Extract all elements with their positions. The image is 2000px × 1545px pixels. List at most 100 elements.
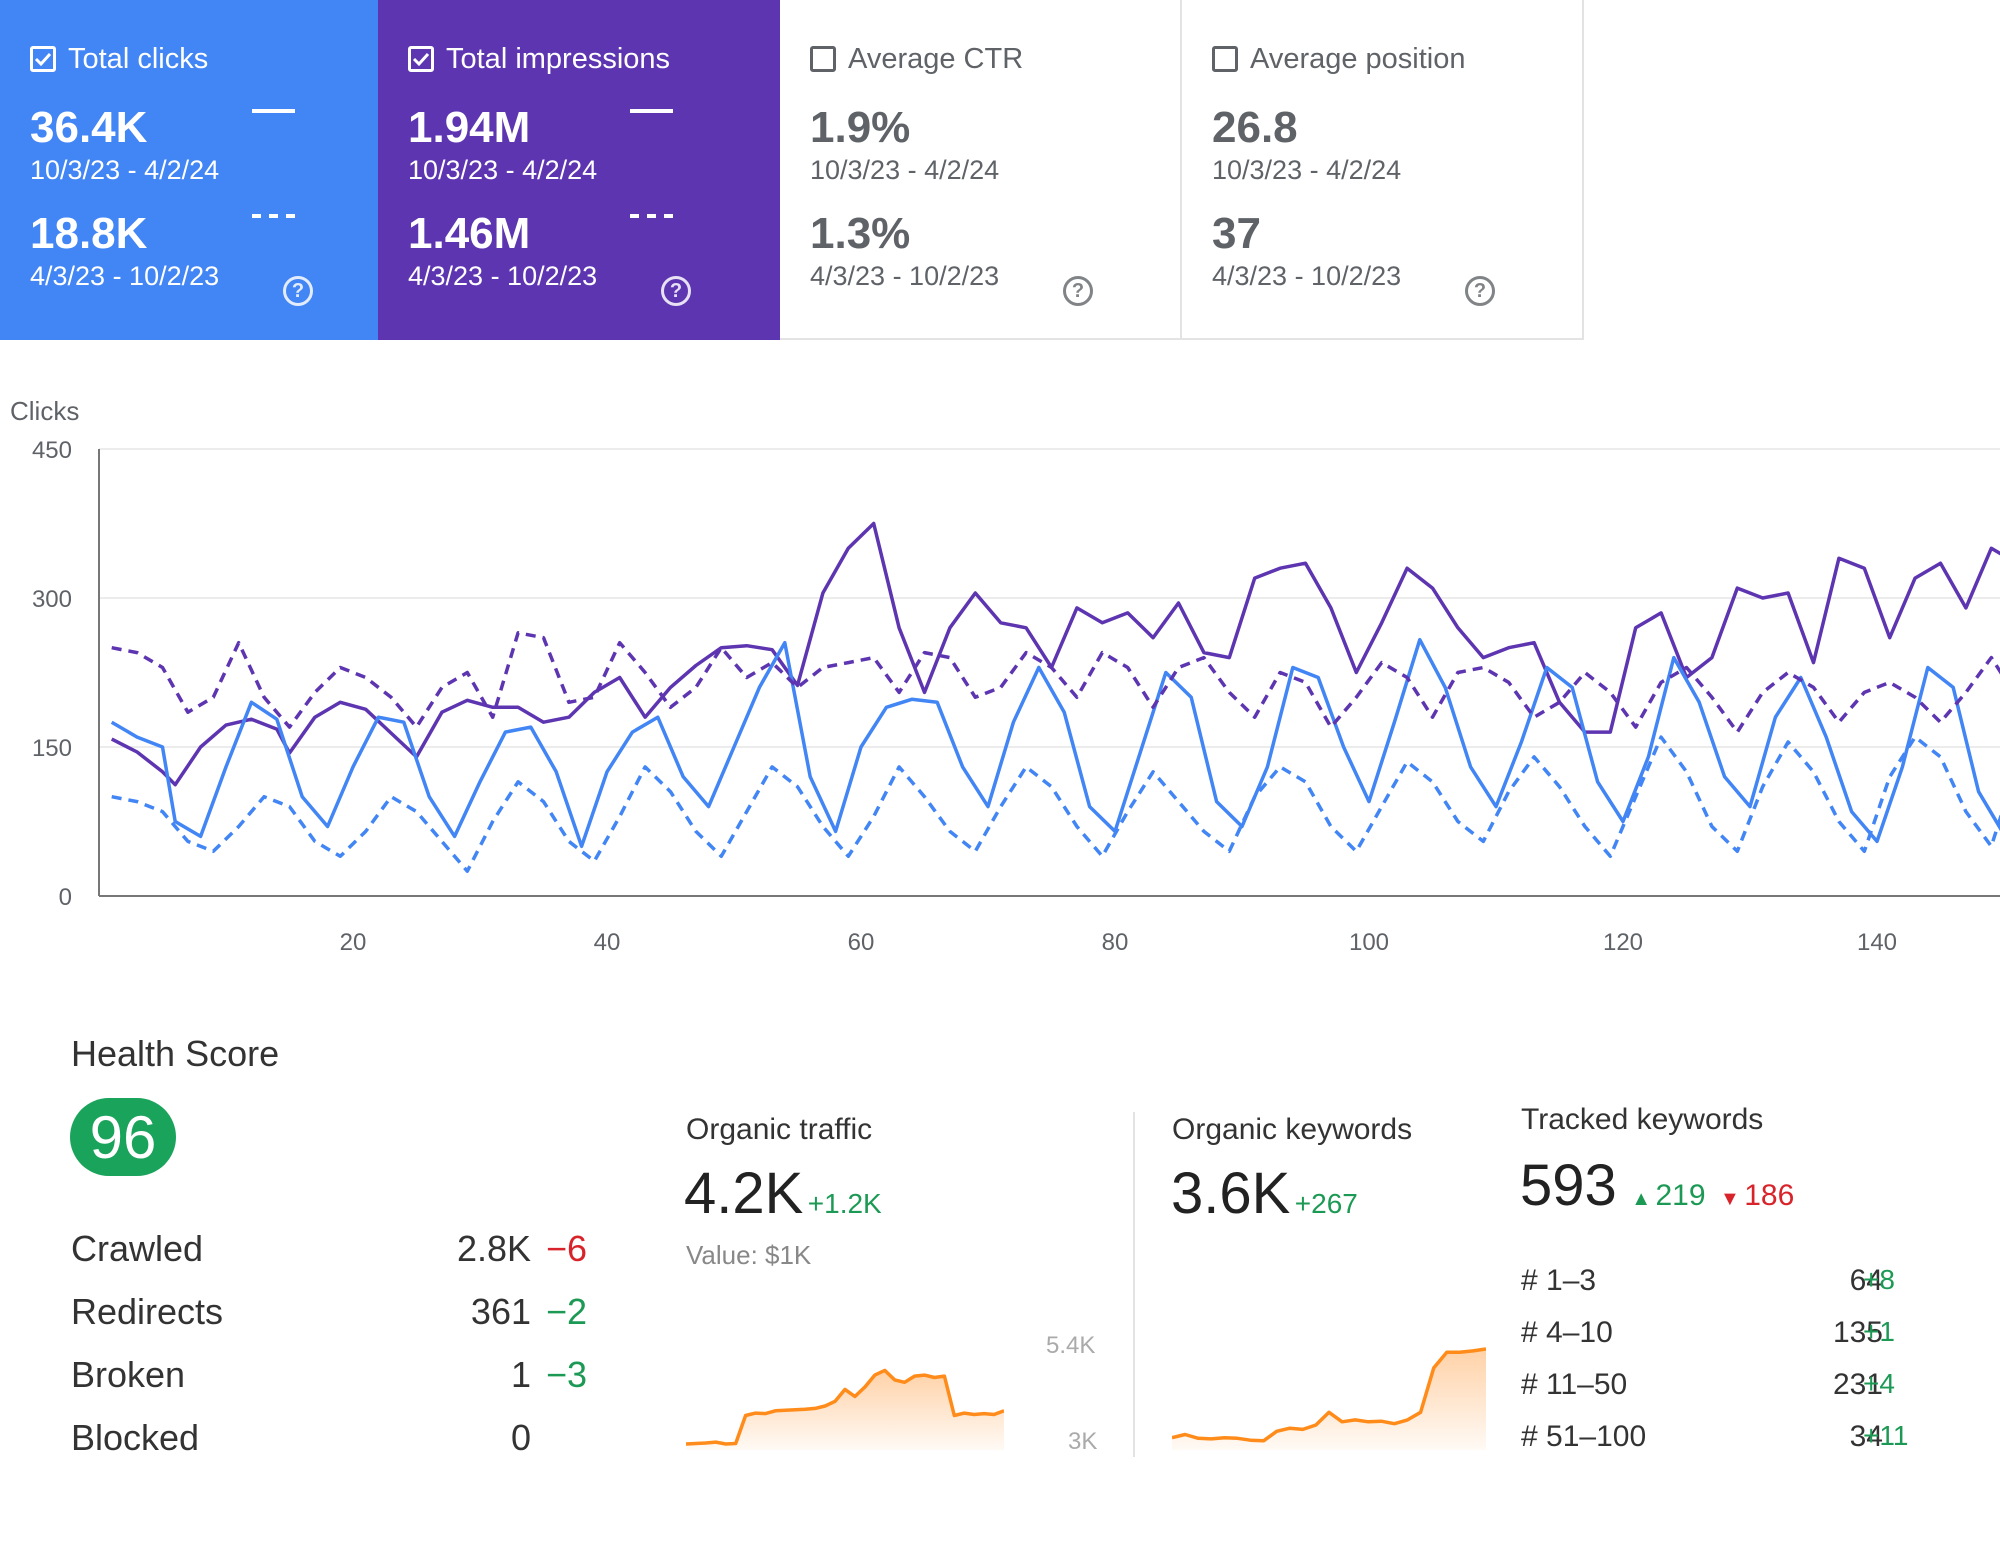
organic-traffic-sparkline-line — [686, 1368, 1004, 1446]
organic-keywords-sparkline — [1172, 1347, 1486, 1450]
checkbox-unchecked-icon[interactable] — [1212, 46, 1238, 72]
row-value: 0 — [510, 1417, 531, 1458]
tracked-keywords-value-row[interactable]: 593 ▲ 219 ▼ 186 — [1520, 1152, 1794, 1219]
x-tick-label: 20 — [340, 929, 367, 956]
current-value: 1.9% — [810, 103, 911, 152]
health-row-broken[interactable]: Broken 1 −3 — [71, 1354, 591, 1398]
organic-keywords-value: 3.6K — [1171, 1161, 1291, 1226]
organic-keywords-sparkline-line — [1172, 1347, 1486, 1443]
health-row-redirects[interactable]: Redirects 361 −2 — [71, 1291, 591, 1335]
organic-keywords-value-row[interactable]: 3.6K +267 — [1171, 1160, 1358, 1227]
health-row-crawled[interactable]: Crawled 2.8K −6 — [71, 1228, 591, 1272]
organic-traffic-label: Organic traffic — [686, 1113, 873, 1146]
card-label: Average position — [1250, 42, 1466, 75]
row-delta: −3 — [546, 1354, 588, 1395]
y-axis-title: Clicks — [10, 396, 79, 426]
row-label: # 11–50 — [1521, 1368, 1628, 1401]
organic-traffic-value-note: Value: $1K — [686, 1240, 812, 1270]
row-label: Blocked — [71, 1417, 200, 1458]
legend-dashed-line-icon — [252, 214, 295, 218]
organic-traffic-delta: +1.2K — [807, 1188, 882, 1219]
x-tick-label: 140 — [1857, 929, 1897, 956]
legend-dashed-line-icon — [630, 214, 673, 218]
sparkline-axis-top: 5.4K — [1046, 1332, 1096, 1359]
card-label: Total impressions — [446, 42, 671, 75]
row-value: 34 — [1849, 1420, 1883, 1453]
x-tick-label: 120 — [1603, 929, 1643, 956]
legend-solid-line-icon — [630, 109, 673, 113]
previous-range: 4/3/23 - 10/2/23 — [30, 261, 220, 291]
current-range: 10/3/23 - 4/2/24 — [408, 155, 598, 185]
y-tick-label: 300 — [32, 586, 72, 613]
row-value: 64 — [1849, 1264, 1883, 1297]
x-tick-label: 40 — [594, 929, 621, 956]
card-header: Average position — [1212, 40, 1582, 78]
current-value: 26.8 — [1212, 103, 1298, 152]
card-total-impressions[interactable]: Total impressions 1.94M 10/3/23 - 4/2/24… — [378, 0, 780, 340]
tracked-down-count: 186 — [1744, 1179, 1795, 1212]
series-line-4 — [111, 735, 2000, 873]
row-delta: +11 — [1863, 1420, 1909, 1451]
series-line-1 — [110, 521, 2000, 787]
health-score-badge: 96 — [70, 1098, 176, 1176]
row-label: # 1–3 — [1521, 1264, 1597, 1297]
tracked-keywords-value: 593 — [1520, 1153, 1617, 1218]
x-tick-label: 100 — [1349, 929, 1389, 956]
organic-traffic-value: 4.2K — [684, 1161, 804, 1226]
previous-range: 4/3/23 - 10/2/23 — [408, 261, 598, 291]
tracked-keywords-label: Tracked keywords — [1521, 1103, 1764, 1136]
row-value: 2.8K — [456, 1228, 531, 1269]
previous-value: 37 — [1212, 209, 1261, 258]
organic-keywords-label: Organic keywords — [1172, 1113, 1413, 1146]
card-header: Average CTR — [810, 40, 1180, 78]
row-value: 1 — [510, 1354, 531, 1395]
previous-range: 4/3/23 - 10/2/23 — [810, 261, 1000, 291]
card-average-position[interactable]: Average position 26.8 10/3/23 - 4/2/24 3… — [1182, 0, 1584, 340]
current-range: 10/3/23 - 4/2/24 — [810, 155, 1000, 185]
series-line-2 — [110, 637, 2000, 849]
organic-traffic-sparkline-area — [686, 1370, 1004, 1450]
card-average-ctr[interactable]: Average CTR 1.9% 10/3/23 - 4/2/24 1.3% 4… — [780, 0, 1182, 340]
series-line-3 — [111, 631, 2000, 734]
card-header: Total impressions — [408, 40, 780, 78]
health-score-title: Health Score — [71, 1033, 280, 1074]
card-label: Total clicks — [68, 42, 209, 75]
performance-line-chart: Clicks 0 150 300 450 20 40 60 80 100 120 140 — [10, 396, 2000, 956]
row-delta: +4 — [1863, 1368, 1895, 1399]
x-tick-label: 80 — [1102, 929, 1129, 956]
tracked-row-51-100[interactable]: # 51–100 34 +11 — [1521, 1420, 1941, 1460]
card-header: Total clicks — [30, 40, 402, 78]
row-value: 135 — [1832, 1316, 1883, 1349]
organic-keywords-delta: +267 — [1294, 1188, 1358, 1219]
row-label: Crawled — [71, 1228, 204, 1269]
checkbox-checked-icon[interactable] — [408, 46, 434, 72]
y-tick-label: 0 — [59, 884, 72, 911]
row-label: Redirects — [71, 1291, 224, 1332]
card-total-clicks[interactable]: Total clicks 36.4K 10/3/23 - 4/2/24 18.8… — [0, 0, 402, 340]
tracked-row-1-3[interactable]: # 1–3 64 +8 — [1521, 1264, 1941, 1304]
row-label: # 4–10 — [1521, 1316, 1613, 1349]
row-value: 361 — [470, 1291, 531, 1332]
row-label: Broken — [71, 1354, 186, 1395]
previous-value: 1.46M — [408, 209, 531, 258]
row-delta: −6 — [546, 1228, 588, 1269]
tracked-up-count: 219 — [1655, 1179, 1706, 1212]
tracked-row-4-10[interactable]: # 4–10 135 +1 — [1521, 1316, 1941, 1356]
help-icon[interactable]: ? — [1063, 276, 1093, 306]
help-icon[interactable]: ? — [283, 276, 313, 306]
previous-range: 4/3/23 - 10/2/23 — [1212, 261, 1402, 291]
checkbox-unchecked-icon[interactable] — [810, 46, 836, 72]
tracked-row-11-50[interactable]: # 11–50 231 +4 — [1521, 1368, 1941, 1408]
previous-value: 1.3% — [810, 209, 911, 258]
row-delta: −2 — [546, 1291, 588, 1332]
row-delta: +8 — [1863, 1264, 1895, 1295]
checkbox-checked-icon[interactable] — [30, 46, 56, 72]
organic-keywords-sparkline-area — [1172, 1349, 1486, 1450]
y-tick-label: 450 — [32, 437, 72, 464]
legend-solid-line-icon — [252, 109, 295, 113]
help-icon[interactable]: ? — [661, 276, 691, 306]
organic-traffic-value-row[interactable]: 4.2K +1.2K — [684, 1160, 882, 1227]
y-tick-label: 150 — [32, 735, 72, 762]
help-icon[interactable]: ? — [1465, 276, 1495, 306]
health-row-blocked[interactable]: Blocked 0 — [71, 1417, 591, 1461]
